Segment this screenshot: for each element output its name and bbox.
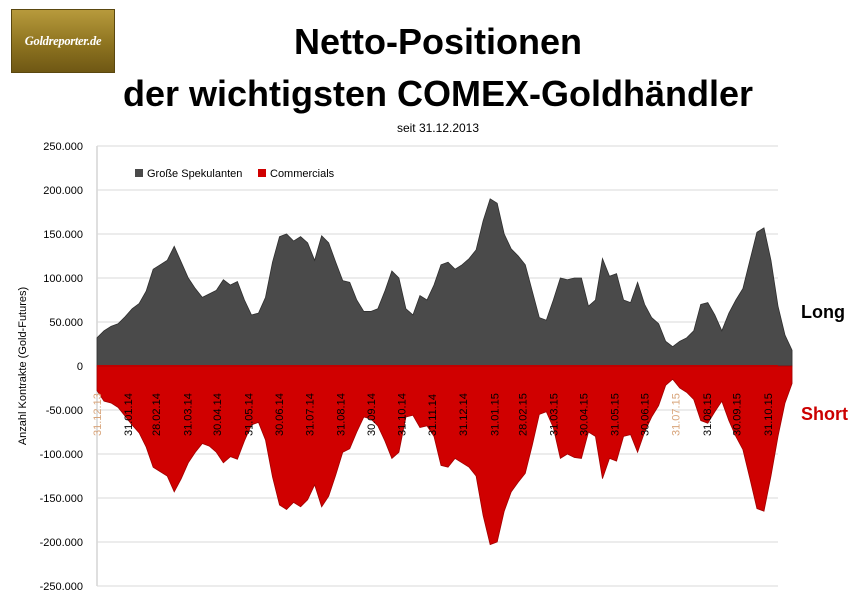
y-tick-label: 150.000: [43, 229, 83, 241]
area-speculators: [96, 198, 793, 367]
x-tick-label: 28.02.15: [517, 393, 529, 436]
legend-swatch-commercials: [258, 169, 266, 177]
legend-swatch-speculators: [135, 169, 143, 177]
x-tick-label: 31.01.15: [489, 393, 501, 436]
short-label: Short: [801, 404, 848, 424]
y-tick-label: 200.000: [43, 185, 83, 197]
x-tick-label: 30.06.14: [274, 393, 286, 436]
y-tick-label: 50.000: [49, 317, 83, 329]
chart-legend: Große Spekulanten Commercials: [135, 168, 335, 180]
y-axis-ticks: 250.000 200.000 150.000 100.000 50.000 0 -50.0…: [40, 141, 83, 593]
x-tick-label: 31.01.14: [123, 393, 135, 436]
y-axis-label: Anzahl Kontrakte (Gold-Futures): [17, 287, 29, 445]
legend-label-commercials: Commercials: [270, 168, 335, 180]
chart-title-line-2: der wichtigsten COMEX-Goldhändler: [122, 73, 754, 114]
x-tick-label: 31.12.14: [458, 393, 470, 436]
y-tick-label: -50.000: [46, 405, 83, 417]
x-tick-label: 30.06.15: [640, 393, 652, 436]
x-tick-label: 31.07.15: [671, 393, 683, 436]
x-tick-label: 31.08.14: [336, 393, 348, 436]
x-axis-ticks: 31.12.13 31.01.14 28.02.14 31.03.14 30.04.14…: [92, 393, 775, 436]
y-tick-label: 250.000: [43, 141, 83, 153]
x-tick-label: 31.10.15: [763, 393, 775, 436]
x-tick-label: 31.08.15: [702, 393, 714, 436]
x-tick-label: 31.11.14: [427, 394, 439, 436]
area-commercials: [96, 365, 793, 546]
x-tick-label: 30.09.14: [366, 393, 378, 436]
chart-subtitle: seit 31.12.2013: [396, 121, 480, 135]
x-tick-label: 31.10.14: [397, 393, 409, 436]
long-label: Long: [801, 302, 845, 322]
y-tick-label: -200.000: [40, 537, 83, 549]
chart-title-line-1: Netto-Positionen: [294, 21, 582, 62]
y-tick-label: 100.000: [43, 273, 83, 285]
x-tick-label: 31.03.14: [183, 393, 195, 436]
x-tick-label: 31.07.14: [305, 393, 317, 436]
logo-text: Goldreporter.de: [24, 33, 102, 48]
data-areas: [96, 198, 793, 546]
y-tick-label: -100.000: [40, 449, 83, 461]
x-tick-label: 31.12.13: [92, 393, 104, 436]
x-tick-label: 28.02.14: [151, 393, 163, 436]
x-tick-label: 31.03.15: [548, 393, 560, 436]
x-tick-label: 30.04.15: [579, 393, 591, 436]
x-tick-label: 30.04.14: [212, 393, 224, 436]
legend-label-speculators: Große Spekulanten: [147, 168, 242, 180]
y-tick-label: -250.000: [40, 581, 83, 593]
y-tick-label: -150.000: [40, 493, 83, 505]
goldreporter-logo[interactable]: Goldreporter.de: [11, 9, 115, 73]
x-tick-label: 31.05.15: [609, 393, 621, 436]
x-tick-label: 31.05.14: [244, 393, 256, 436]
x-tick-label: 30.09.15: [732, 393, 744, 436]
y-tick-label: 0: [77, 361, 83, 373]
